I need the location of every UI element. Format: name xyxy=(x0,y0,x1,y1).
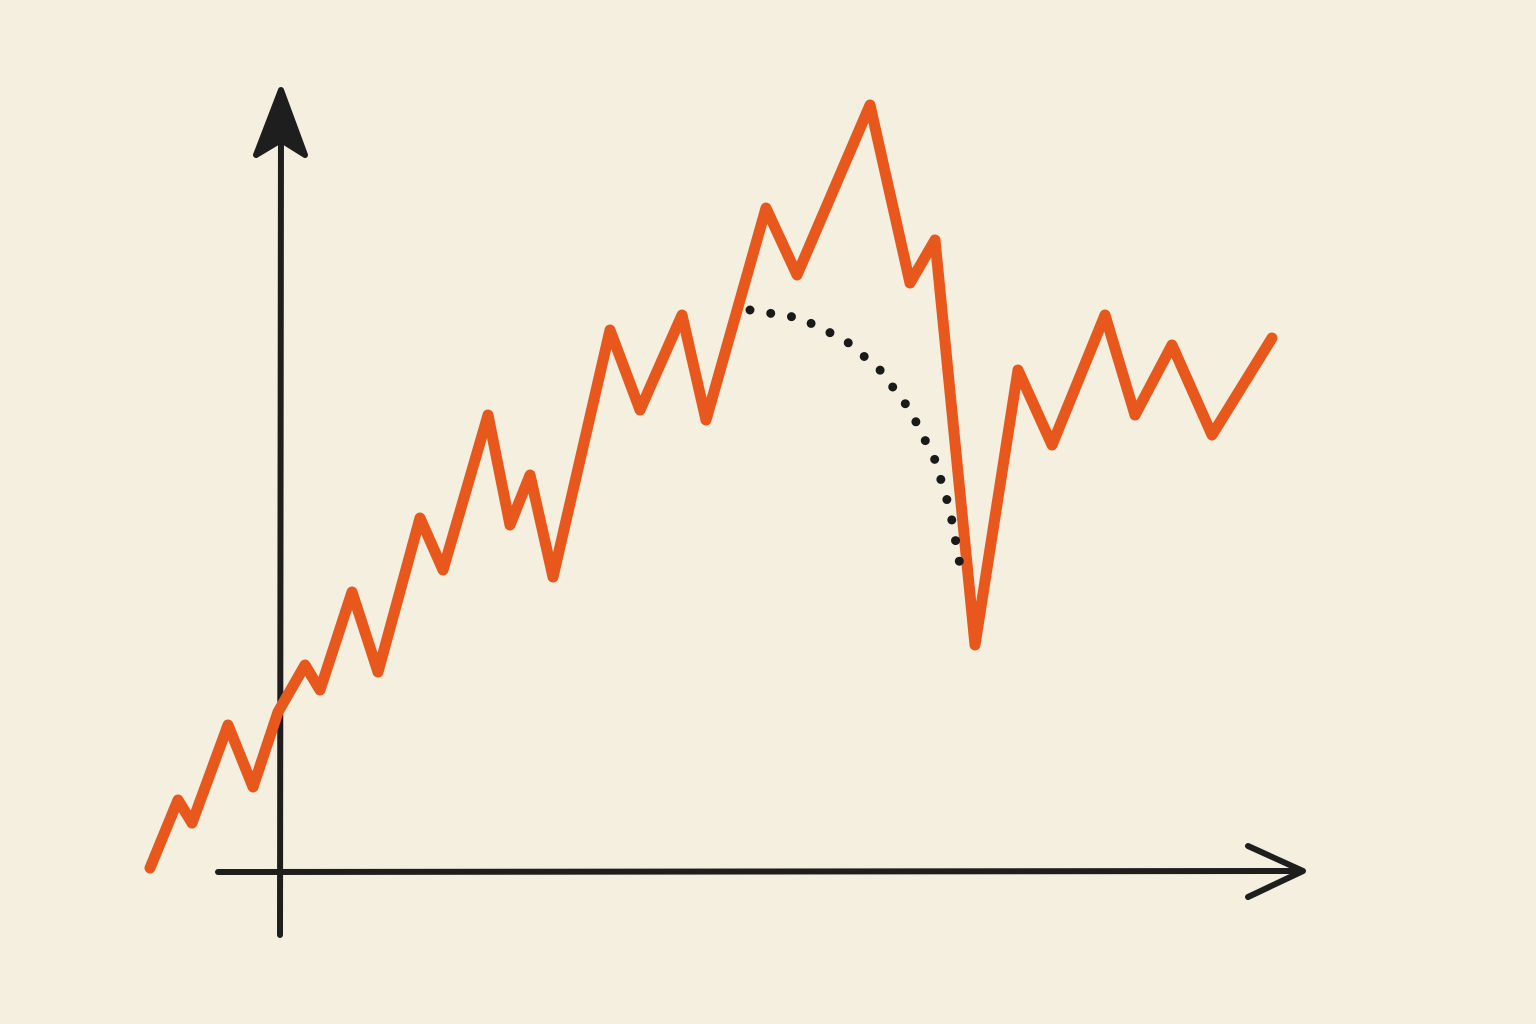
data-line xyxy=(144,99,1278,874)
y-axis xyxy=(277,117,284,938)
dotted-line xyxy=(745,305,965,570)
axes xyxy=(215,87,1306,938)
x-axis xyxy=(215,868,1298,875)
y-axis-arrow xyxy=(253,87,308,158)
x-axis-arrow xyxy=(1245,843,1306,900)
